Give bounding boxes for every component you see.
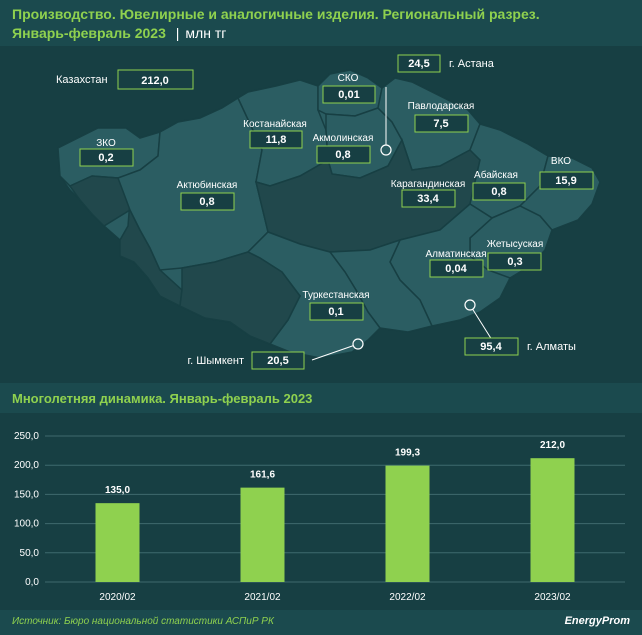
title-line-2: Январь-февраль 2023 | млн тг — [12, 25, 226, 41]
region-value-zhetysu: 0,3 — [507, 256, 522, 268]
region-value-turkestan: 0,1 — [328, 306, 343, 318]
region-value-almaty-obl: 0,04 — [445, 263, 467, 275]
shymkent-marker — [353, 339, 363, 349]
region-name-abay: Абайская — [474, 169, 518, 181]
region-value-karaganda: 33,4 — [417, 193, 439, 205]
region-name-sko: СКО — [338, 73, 359, 84]
bar-value-label: 161,6 — [250, 470, 275, 481]
y-tick-label: 150,0 — [14, 489, 39, 500]
title-separator: | — [176, 25, 180, 41]
region-value-kostanay: 11,8 — [266, 134, 287, 146]
region-value-astana: 24,5 — [408, 58, 429, 70]
region-name-kostanay: Костанайская — [243, 119, 307, 130]
title-line-1: Производство. Ювелирные и аналогичные из… — [12, 6, 540, 22]
country-label: Казахстан — [56, 74, 108, 86]
y-tick-label: 100,0 — [14, 519, 39, 530]
almaty-marker — [465, 300, 475, 310]
region-name-pavlodar: Павлодарская — [408, 101, 475, 112]
region-name-turkestan: Туркестанская — [302, 290, 369, 301]
title-period: Январь-февраль 2023 — [12, 25, 166, 41]
bar-2020/02 — [96, 503, 140, 582]
region-name-karaganda: Карагандинская — [391, 179, 466, 190]
region-name-almaty-city: г. Алматы — [527, 341, 576, 353]
bar-2021/02 — [241, 488, 285, 582]
region-value-akmola: 0,8 — [335, 149, 350, 161]
title-unit: млн тг — [185, 25, 226, 41]
bar-2023/02 — [531, 458, 575, 582]
region-value-almaty-city: 95,4 — [480, 341, 502, 353]
region-name-aktobe: Актюбинская — [177, 179, 238, 191]
bar-2022/02 — [386, 466, 430, 582]
region-name-astana: г. Астана — [449, 58, 495, 70]
chart-section-header: Многолетняя динамика. Январь-февраль 202… — [0, 383, 642, 413]
region-value-zko: 0,2 — [98, 152, 113, 164]
x-tick-label: 2023/02 — [534, 592, 571, 603]
bar-value-label: 135,0 — [105, 485, 130, 496]
region-value-pavlodar: 7,5 — [433, 118, 448, 130]
region-value-abay: 0,8 — [491, 186, 506, 198]
x-tick-label: 2022/02 — [389, 592, 426, 603]
bar-value-label: 212,0 — [540, 440, 565, 451]
region-name-vko: ВКО — [551, 156, 571, 167]
brand-logo: EnergyProm — [565, 615, 630, 627]
x-tick-label: 2021/02 — [244, 592, 281, 603]
title-bar: Производство. Ювелирные и аналогичные из… — [0, 0, 642, 46]
region-value-aktobe: 0,8 — [199, 196, 214, 208]
dynamics-chart: 0,0 50,0 100,0 150,0 200,0 250,0 135,0 2020/02 1… — [0, 420, 642, 605]
region-map: Казахстан 212,0 ЗКО 0,2 Актюбинская 0,8 … — [0, 46, 642, 376]
y-tick-label: 50,0 — [20, 548, 40, 559]
bar-value-label: 199,3 — [395, 448, 420, 459]
region-name-almaty-obl: Алматинская — [426, 249, 487, 260]
region-name-zhetysu: Жетысуская — [487, 239, 544, 250]
source-text: Источник: Бюро национальной статистики А… — [12, 616, 274, 627]
footer: Источник: Бюро национальной статистики А… — [0, 610, 642, 635]
y-tick-label: 0,0 — [25, 577, 39, 588]
region-name-shymkent: г. Шымкент — [188, 355, 245, 367]
country-value: 212,0 — [141, 75, 169, 87]
region-value-shymkent: 20,5 — [267, 355, 288, 367]
astana-marker — [381, 145, 391, 155]
chart-section-title: Многолетняя динамика. Январь-февраль 202… — [12, 391, 312, 406]
region-value-vko: 15,9 — [555, 175, 576, 187]
y-tick-label: 200,0 — [14, 460, 39, 471]
y-tick-label: 250,0 — [14, 431, 39, 442]
region-name-zko: ЗКО — [96, 138, 116, 149]
region-name-akmola: Акмолинская — [313, 133, 374, 144]
bar-chart-svg: 0,0 50,0 100,0 150,0 200,0 250,0 135,0 2020/02 1… — [0, 420, 642, 605]
x-tick-label: 2020/02 — [99, 592, 136, 603]
region-value-sko: 0,01 — [338, 89, 359, 101]
